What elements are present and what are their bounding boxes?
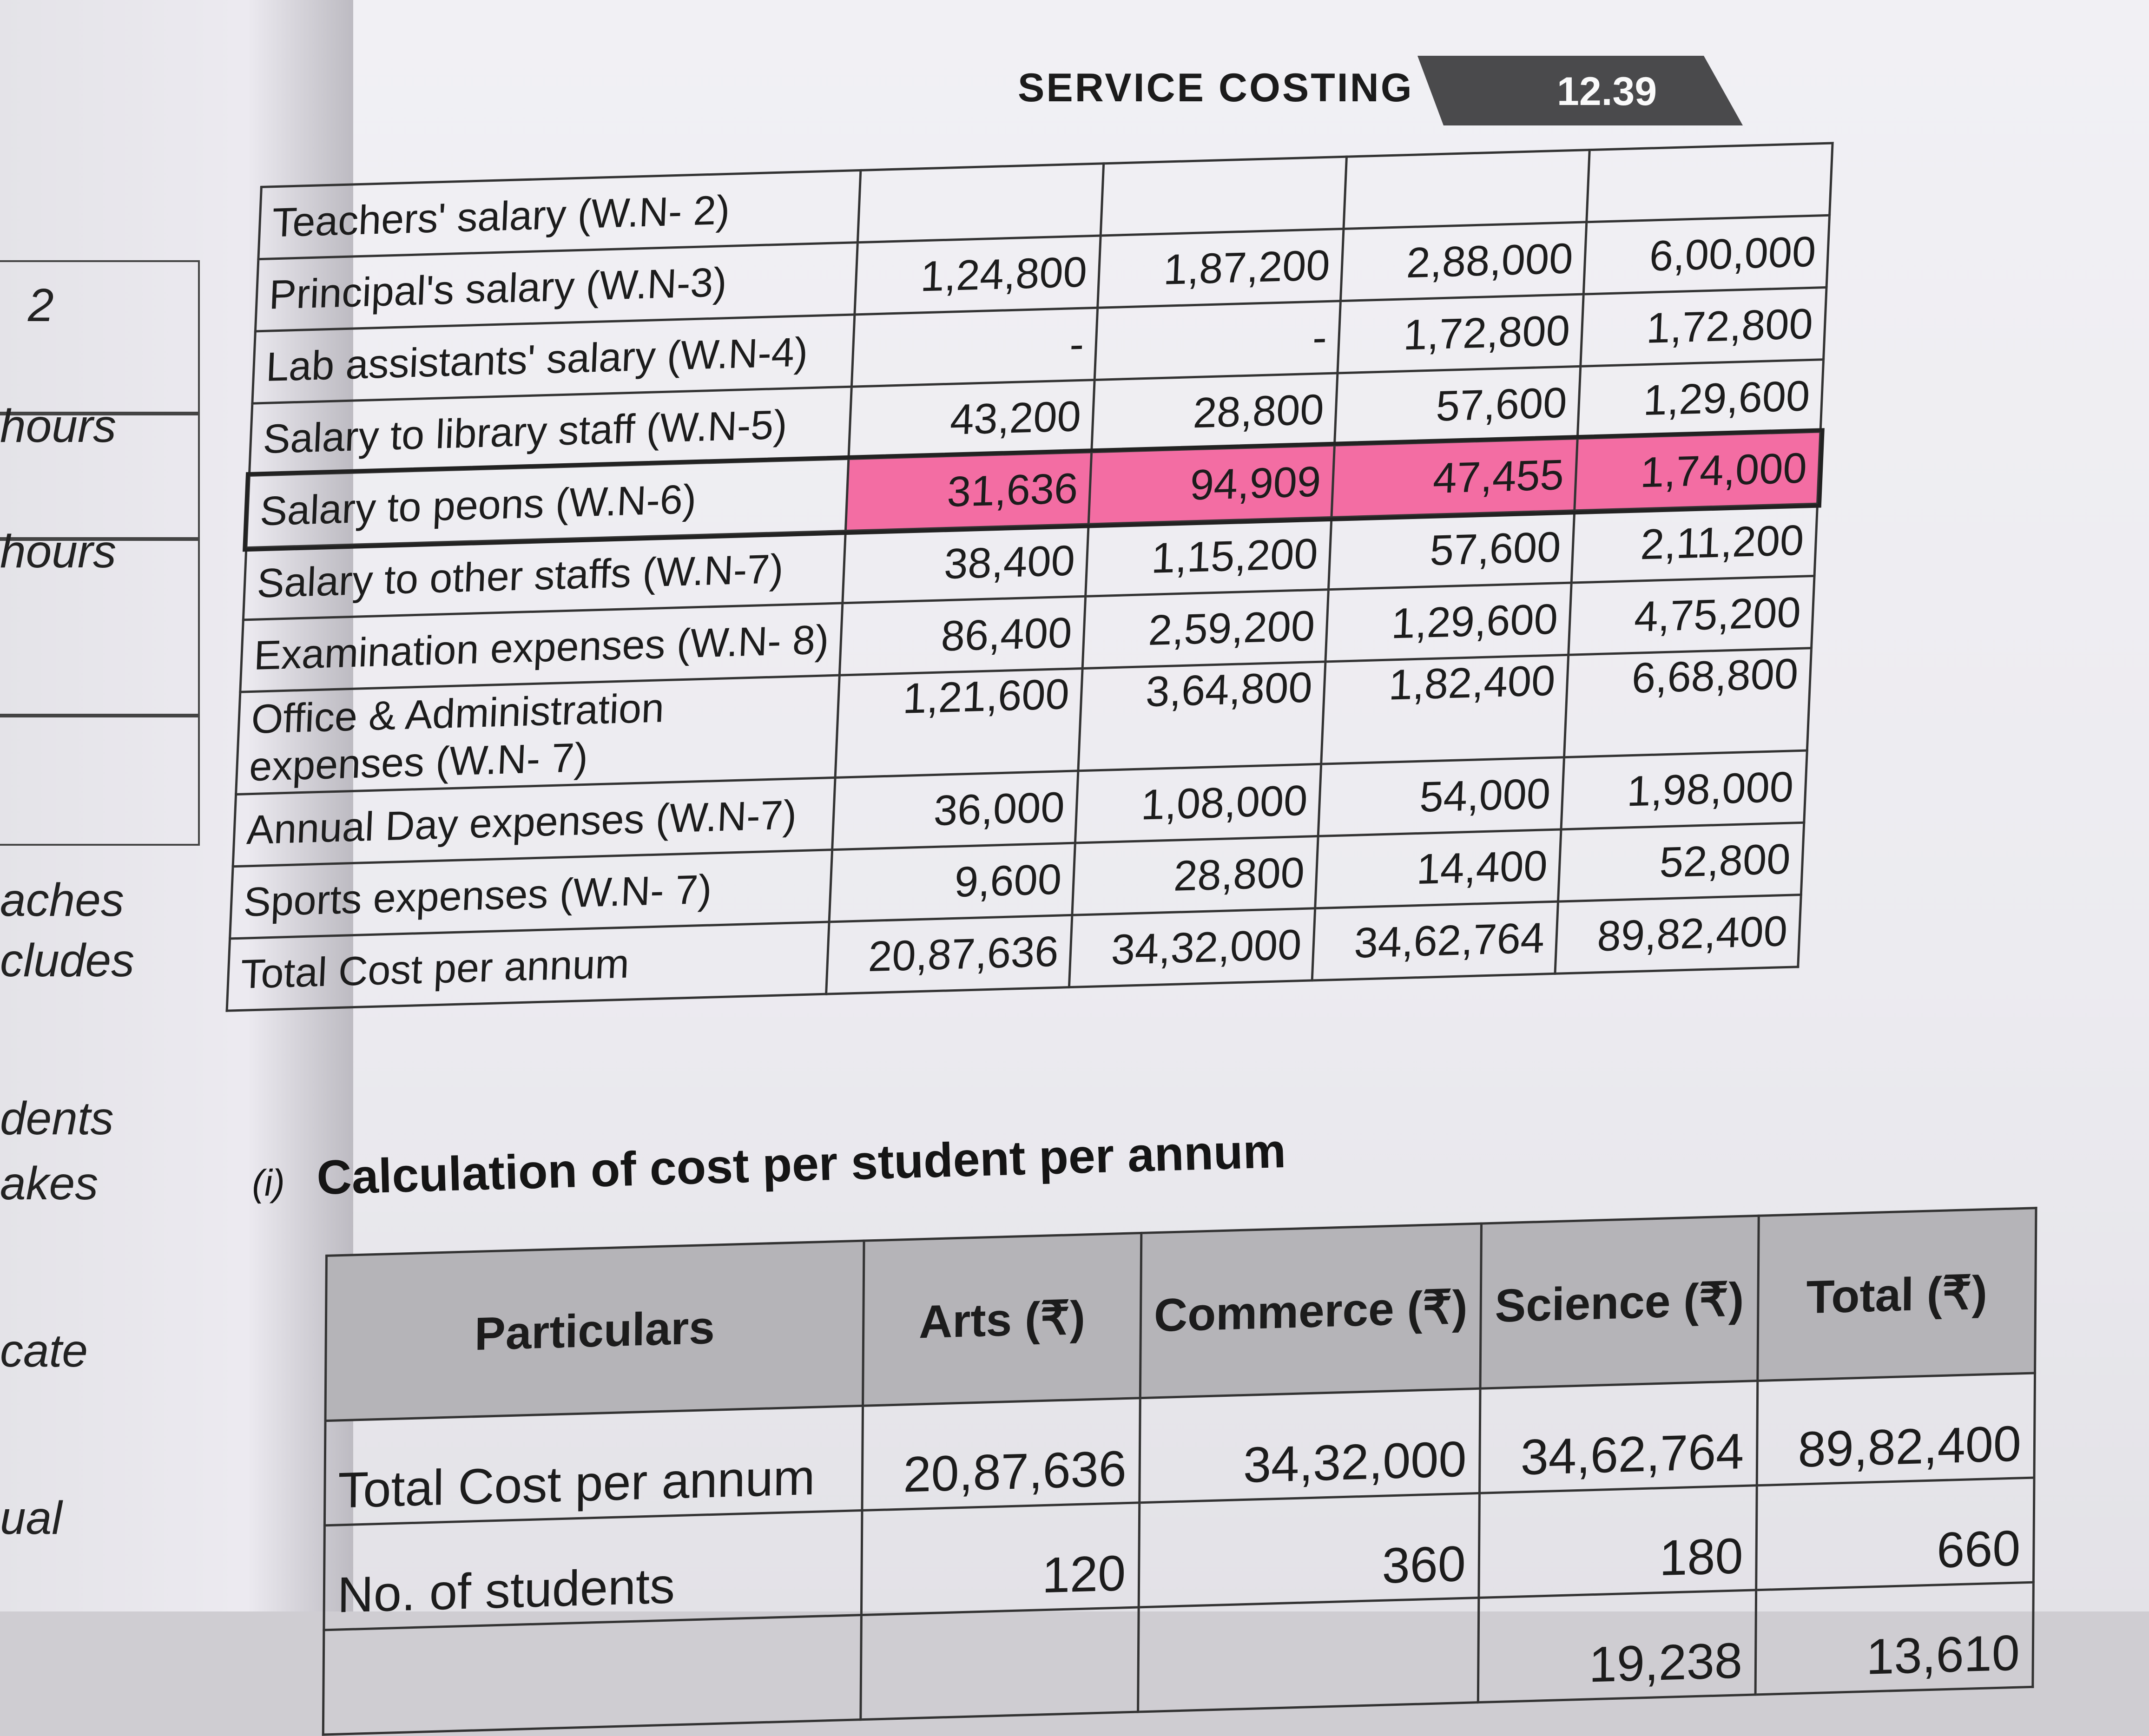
cell-value: 9,600 [829, 843, 1075, 922]
cell-value: 1,72,800 [1338, 294, 1584, 373]
header-commerce: Commerce (₹) [1140, 1223, 1482, 1398]
cell-value: 1,15,200 [1086, 517, 1332, 597]
row-label: Total Cost per annum [324, 1406, 863, 1526]
cell-value: 19,238 [1478, 1590, 1756, 1703]
cell-value: 1,87,200 [1098, 229, 1344, 308]
cell-value: 20,87,636 [826, 915, 1073, 994]
cell-value: 57,600 [1328, 510, 1575, 590]
cell-value [860, 1607, 1139, 1720]
left-fragment: hours [0, 526, 117, 578]
cell-value: 47,455 [1332, 438, 1578, 518]
cell-value: 28,800 [1072, 836, 1318, 915]
header-particulars: Particulars [325, 1241, 864, 1421]
cell-value: 28,800 [1092, 373, 1338, 452]
cell-value: 31,636 [845, 452, 1092, 531]
cell-value [857, 163, 1104, 243]
cell-value: 1,24,800 [855, 236, 1101, 315]
left-table-cell [0, 260, 200, 414]
cell-value: 54,000 [1318, 757, 1564, 836]
cell-value: 57,600 [1334, 366, 1581, 446]
calc-table: Particulars Arts (₹) Commerce (₹) Scienc… [322, 1207, 2037, 1736]
left-fragment: akes [0, 1157, 99, 1210]
cell-value: 89,82,400 [1757, 1373, 2035, 1486]
cell-value: 34,32,000 [1139, 1388, 1480, 1503]
page-number-tab [1417, 56, 1743, 125]
cell-value [1344, 150, 1590, 229]
header-total: Total (₹) [1757, 1208, 2036, 1381]
left-table-cell [0, 716, 200, 846]
cell-value: 1,29,600 [1577, 359, 1824, 439]
left-fragment: 2 [28, 279, 54, 331]
cell-value: 14,400 [1315, 829, 1562, 908]
cell-value: 180 [1478, 1485, 1757, 1598]
row-label: No. of students [323, 1510, 862, 1630]
left-fragment: cate [0, 1325, 88, 1377]
cell-value: 1,82,400 [1321, 655, 1569, 764]
header-arts: Arts (₹) [863, 1233, 1141, 1406]
cell-value: 1,72,800 [1581, 287, 1827, 367]
cost-table: Teachers' salary (W.N- 2) Principal's sal… [225, 142, 1834, 1012]
cell-value: 34,32,000 [1069, 908, 1316, 987]
cell-value [1101, 157, 1347, 236]
cell-value: 89,82,400 [1555, 894, 1801, 974]
calc-table-wrapper: Particulars Arts (₹) Commerce (₹) Scienc… [322, 1207, 2037, 1736]
cell-value: 34,62,764 [1479, 1381, 1758, 1493]
cell-value: 3,64,800 [1078, 661, 1326, 771]
cell-value: 4,75,200 [1569, 576, 1815, 655]
cell-value: - [1094, 301, 1341, 380]
left-fragment: dents [0, 1092, 114, 1144]
section-number: (i) [251, 1162, 286, 1204]
cost-table-wrapper: Teachers' salary (W.N- 2) Principal's sal… [225, 142, 1834, 1012]
row-label: Office & Administration expenses (W.N- 7… [236, 675, 840, 795]
cell-value: 1,74,000 [1575, 431, 1821, 511]
cell-value: 13,610 [1755, 1582, 2034, 1695]
left-fragment: aches [0, 874, 124, 926]
cell-value: 360 [1139, 1493, 1480, 1607]
cell-value: 86,400 [839, 596, 1086, 676]
cell-value: 2,11,200 [1571, 504, 1818, 583]
left-table-cell [0, 414, 200, 539]
row-label [323, 1615, 862, 1735]
cell-value: 94,909 [1088, 445, 1335, 525]
cell-value: 1,98,000 [1561, 750, 1807, 829]
left-table-cell [0, 539, 200, 716]
left-fragment: hours [0, 400, 117, 452]
cell-value: 6,00,000 [1583, 215, 1830, 295]
cell-value: 120 [861, 1502, 1140, 1615]
left-fragment: ual [0, 1492, 62, 1544]
cell-value [1587, 143, 1833, 222]
page-number: 12.39 [1557, 69, 1657, 114]
left-fragment: cludes [0, 934, 135, 986]
cell-value: 2,59,200 [1082, 589, 1329, 669]
cell-value: 1,08,000 [1075, 764, 1322, 843]
cell-value: 2,88,000 [1340, 222, 1587, 301]
cell-value: 1,29,600 [1325, 583, 1572, 662]
cell-value: 6,68,800 [1564, 648, 1812, 757]
cell-value: 1,21,600 [835, 668, 1083, 778]
cell-value: 36,000 [832, 770, 1079, 850]
cell-value: - [851, 308, 1098, 387]
cell-value: 43,200 [849, 380, 1095, 459]
left-page: 2 hours hours aches cludes dents akes ca… [0, 0, 353, 1611]
chapter-title: SERVICE COSTING [1018, 66, 1414, 110]
header-science: Science (₹) [1480, 1216, 1759, 1389]
cell-value: 34,62,764 [1312, 901, 1558, 980]
cell-value [1138, 1598, 1479, 1712]
cell-value: 20,87,636 [862, 1398, 1140, 1511]
cell-value: 660 [1756, 1478, 2034, 1590]
cell-value: 52,800 [1558, 822, 1805, 902]
cell-value: 38,400 [843, 524, 1089, 603]
